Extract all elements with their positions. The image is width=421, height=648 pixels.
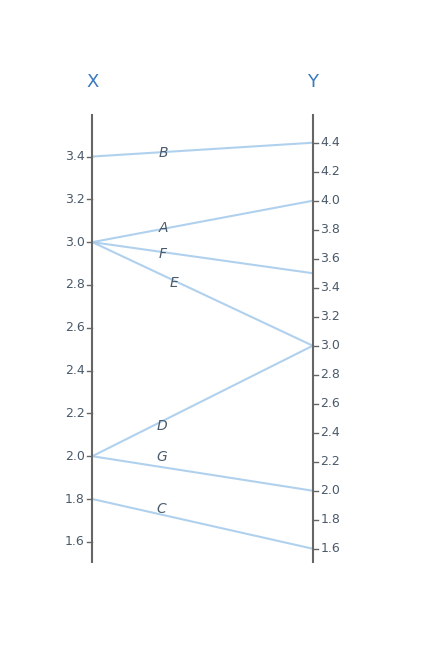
Text: 3.2: 3.2 — [320, 310, 340, 323]
Text: B: B — [158, 146, 168, 159]
Text: 3.0: 3.0 — [65, 236, 85, 249]
Text: 2.6: 2.6 — [65, 321, 85, 334]
Text: 2.8: 2.8 — [65, 279, 85, 292]
Text: 3.4: 3.4 — [65, 150, 85, 163]
Text: 3.8: 3.8 — [320, 223, 340, 237]
Text: 3.6: 3.6 — [320, 252, 340, 265]
Text: A: A — [158, 222, 168, 235]
Text: 2.0: 2.0 — [65, 450, 85, 463]
Text: Y: Y — [307, 73, 318, 91]
Text: 2.6: 2.6 — [320, 397, 340, 410]
Text: 2.0: 2.0 — [320, 484, 340, 497]
Text: 2.4: 2.4 — [320, 426, 340, 439]
Text: 1.8: 1.8 — [320, 513, 340, 526]
Text: 4.0: 4.0 — [320, 194, 340, 207]
Text: 2.4: 2.4 — [65, 364, 85, 377]
Text: 3.0: 3.0 — [320, 340, 340, 353]
Text: 3.4: 3.4 — [320, 281, 340, 294]
Text: E: E — [170, 276, 178, 290]
Text: 4.2: 4.2 — [320, 165, 340, 178]
Text: 2.2: 2.2 — [320, 456, 340, 469]
Text: 2.8: 2.8 — [320, 368, 340, 381]
Text: 1.6: 1.6 — [65, 535, 85, 548]
Text: X: X — [86, 73, 99, 91]
Text: G: G — [156, 450, 167, 465]
Text: 1.8: 1.8 — [65, 492, 85, 505]
Text: 4.4: 4.4 — [320, 136, 340, 149]
Text: D: D — [156, 419, 167, 434]
Text: 3.2: 3.2 — [65, 193, 85, 206]
Text: F: F — [158, 248, 166, 261]
Text: C: C — [156, 502, 166, 516]
Text: 2.2: 2.2 — [65, 407, 85, 420]
Text: 1.6: 1.6 — [320, 542, 340, 555]
